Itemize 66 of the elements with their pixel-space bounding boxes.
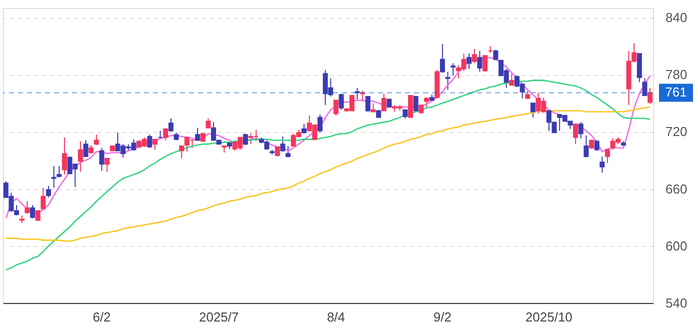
x-tick-label: 2025/7 xyxy=(198,310,239,324)
candlestick xyxy=(30,204,36,219)
candlestick xyxy=(274,146,280,157)
candlestick xyxy=(163,128,168,141)
y-tick-label: 840 xyxy=(666,10,688,26)
candlestick xyxy=(46,185,52,198)
candlestick xyxy=(24,200,30,214)
candlestick xyxy=(477,50,482,72)
candlestick xyxy=(386,98,392,108)
x-tick-label: 9/2 xyxy=(433,310,452,324)
candlestick xyxy=(286,145,291,158)
candlestick xyxy=(445,71,450,90)
candlestick xyxy=(440,44,445,74)
ref-line-label: 761 xyxy=(665,84,687,100)
candlestick xyxy=(195,127,200,141)
candlestick xyxy=(413,96,418,112)
candlestick xyxy=(147,134,152,148)
candlestick xyxy=(168,118,174,132)
candlestick xyxy=(466,53,472,70)
candlestick xyxy=(280,136,286,152)
candlestick xyxy=(584,135,589,158)
candlestick xyxy=(94,134,99,146)
candlestick xyxy=(62,136,67,176)
candlestick xyxy=(408,95,414,118)
candlestick xyxy=(600,156,605,174)
candlestick xyxy=(381,93,386,112)
x-tick-label: 2025/10 xyxy=(525,310,572,324)
y-tick-label: 600 xyxy=(666,238,688,254)
candlestick xyxy=(78,140,83,172)
candlestick xyxy=(179,145,184,159)
x-tick-label: 8/4 xyxy=(326,310,346,324)
candlestick xyxy=(509,73,514,86)
candlestick xyxy=(354,87,360,100)
candlestick xyxy=(493,49,498,61)
candlestick xyxy=(152,138,158,150)
candlestick xyxy=(365,96,370,112)
candlestick xyxy=(360,90,366,102)
candlestick xyxy=(302,124,307,134)
candlestick xyxy=(40,187,46,210)
candlestick xyxy=(51,165,56,188)
y-tick-label: 780 xyxy=(666,67,688,82)
candlestick xyxy=(35,210,40,222)
candlestick xyxy=(424,96,429,108)
candlestick xyxy=(242,133,248,146)
candlestick xyxy=(482,55,488,72)
y-tick-label: 660 xyxy=(666,181,688,196)
candlestick xyxy=(573,124,578,145)
y-tick-label: 540 xyxy=(666,296,688,310)
candlestick xyxy=(333,100,338,116)
candlestick xyxy=(578,122,584,139)
candlestick xyxy=(338,93,344,110)
candlestick xyxy=(99,147,104,172)
candlestick xyxy=(206,118,211,128)
candlestick xyxy=(636,53,642,83)
candlestick xyxy=(318,114,323,134)
candlestick xyxy=(83,140,88,157)
candlestick xyxy=(472,48,477,64)
candlestick xyxy=(530,102,536,118)
candlestick xyxy=(642,78,648,96)
candlestick xyxy=(56,165,62,178)
candlestick xyxy=(450,62,456,76)
x-tick-label: 6/2 xyxy=(92,310,111,324)
y-tick-label: 720 xyxy=(666,124,688,140)
candlestick xyxy=(648,87,653,105)
candlestick xyxy=(604,148,610,164)
candlestick xyxy=(104,158,110,172)
